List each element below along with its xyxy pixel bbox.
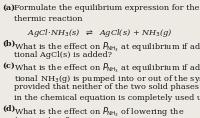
Text: (d): (d) [2,105,16,113]
Text: AgCl$\cdot$NH$_3$(s)  $\rightleftharpoons$  AgCl(s) + NH$_3$(g): AgCl$\cdot$NH$_3$(s) $\rightleftharpoons… [27,27,173,39]
Text: tional NH$_3$(g) is pumped into or out of the system,: tional NH$_3$(g) is pumped into or out o… [14,73,200,84]
Text: (b): (b) [2,40,16,48]
Text: Formulate the equilibrium expression for the endo-: Formulate the equilibrium expression for… [14,4,200,12]
Text: What is the effect on $\it{P}_{\!\mathrm{NH_3}}$ at equilibrium if addi-: What is the effect on $\it{P}_{\!\mathrm… [14,40,200,53]
Text: in the chemical equation is completely used up?: in the chemical equation is completely u… [14,94,200,102]
Text: (a): (a) [2,4,15,12]
Text: tional AgCl(s) is added?: tional AgCl(s) is added? [14,51,112,59]
Text: (c): (c) [2,62,15,70]
Text: provided that neither of the two solid phases shown: provided that neither of the two solid p… [14,83,200,91]
Text: temperature?: temperature? [14,116,70,118]
Text: What is the effect on $\it{P}_{\!\mathrm{NH_3}}$ at equilibrium if addi-: What is the effect on $\it{P}_{\!\mathrm… [14,62,200,75]
Text: What is the effect on $\it{P}_{\!\mathrm{NH_3}}$ of lowering the: What is the effect on $\it{P}_{\!\mathrm… [14,105,185,118]
Text: thermic reaction: thermic reaction [14,15,83,23]
